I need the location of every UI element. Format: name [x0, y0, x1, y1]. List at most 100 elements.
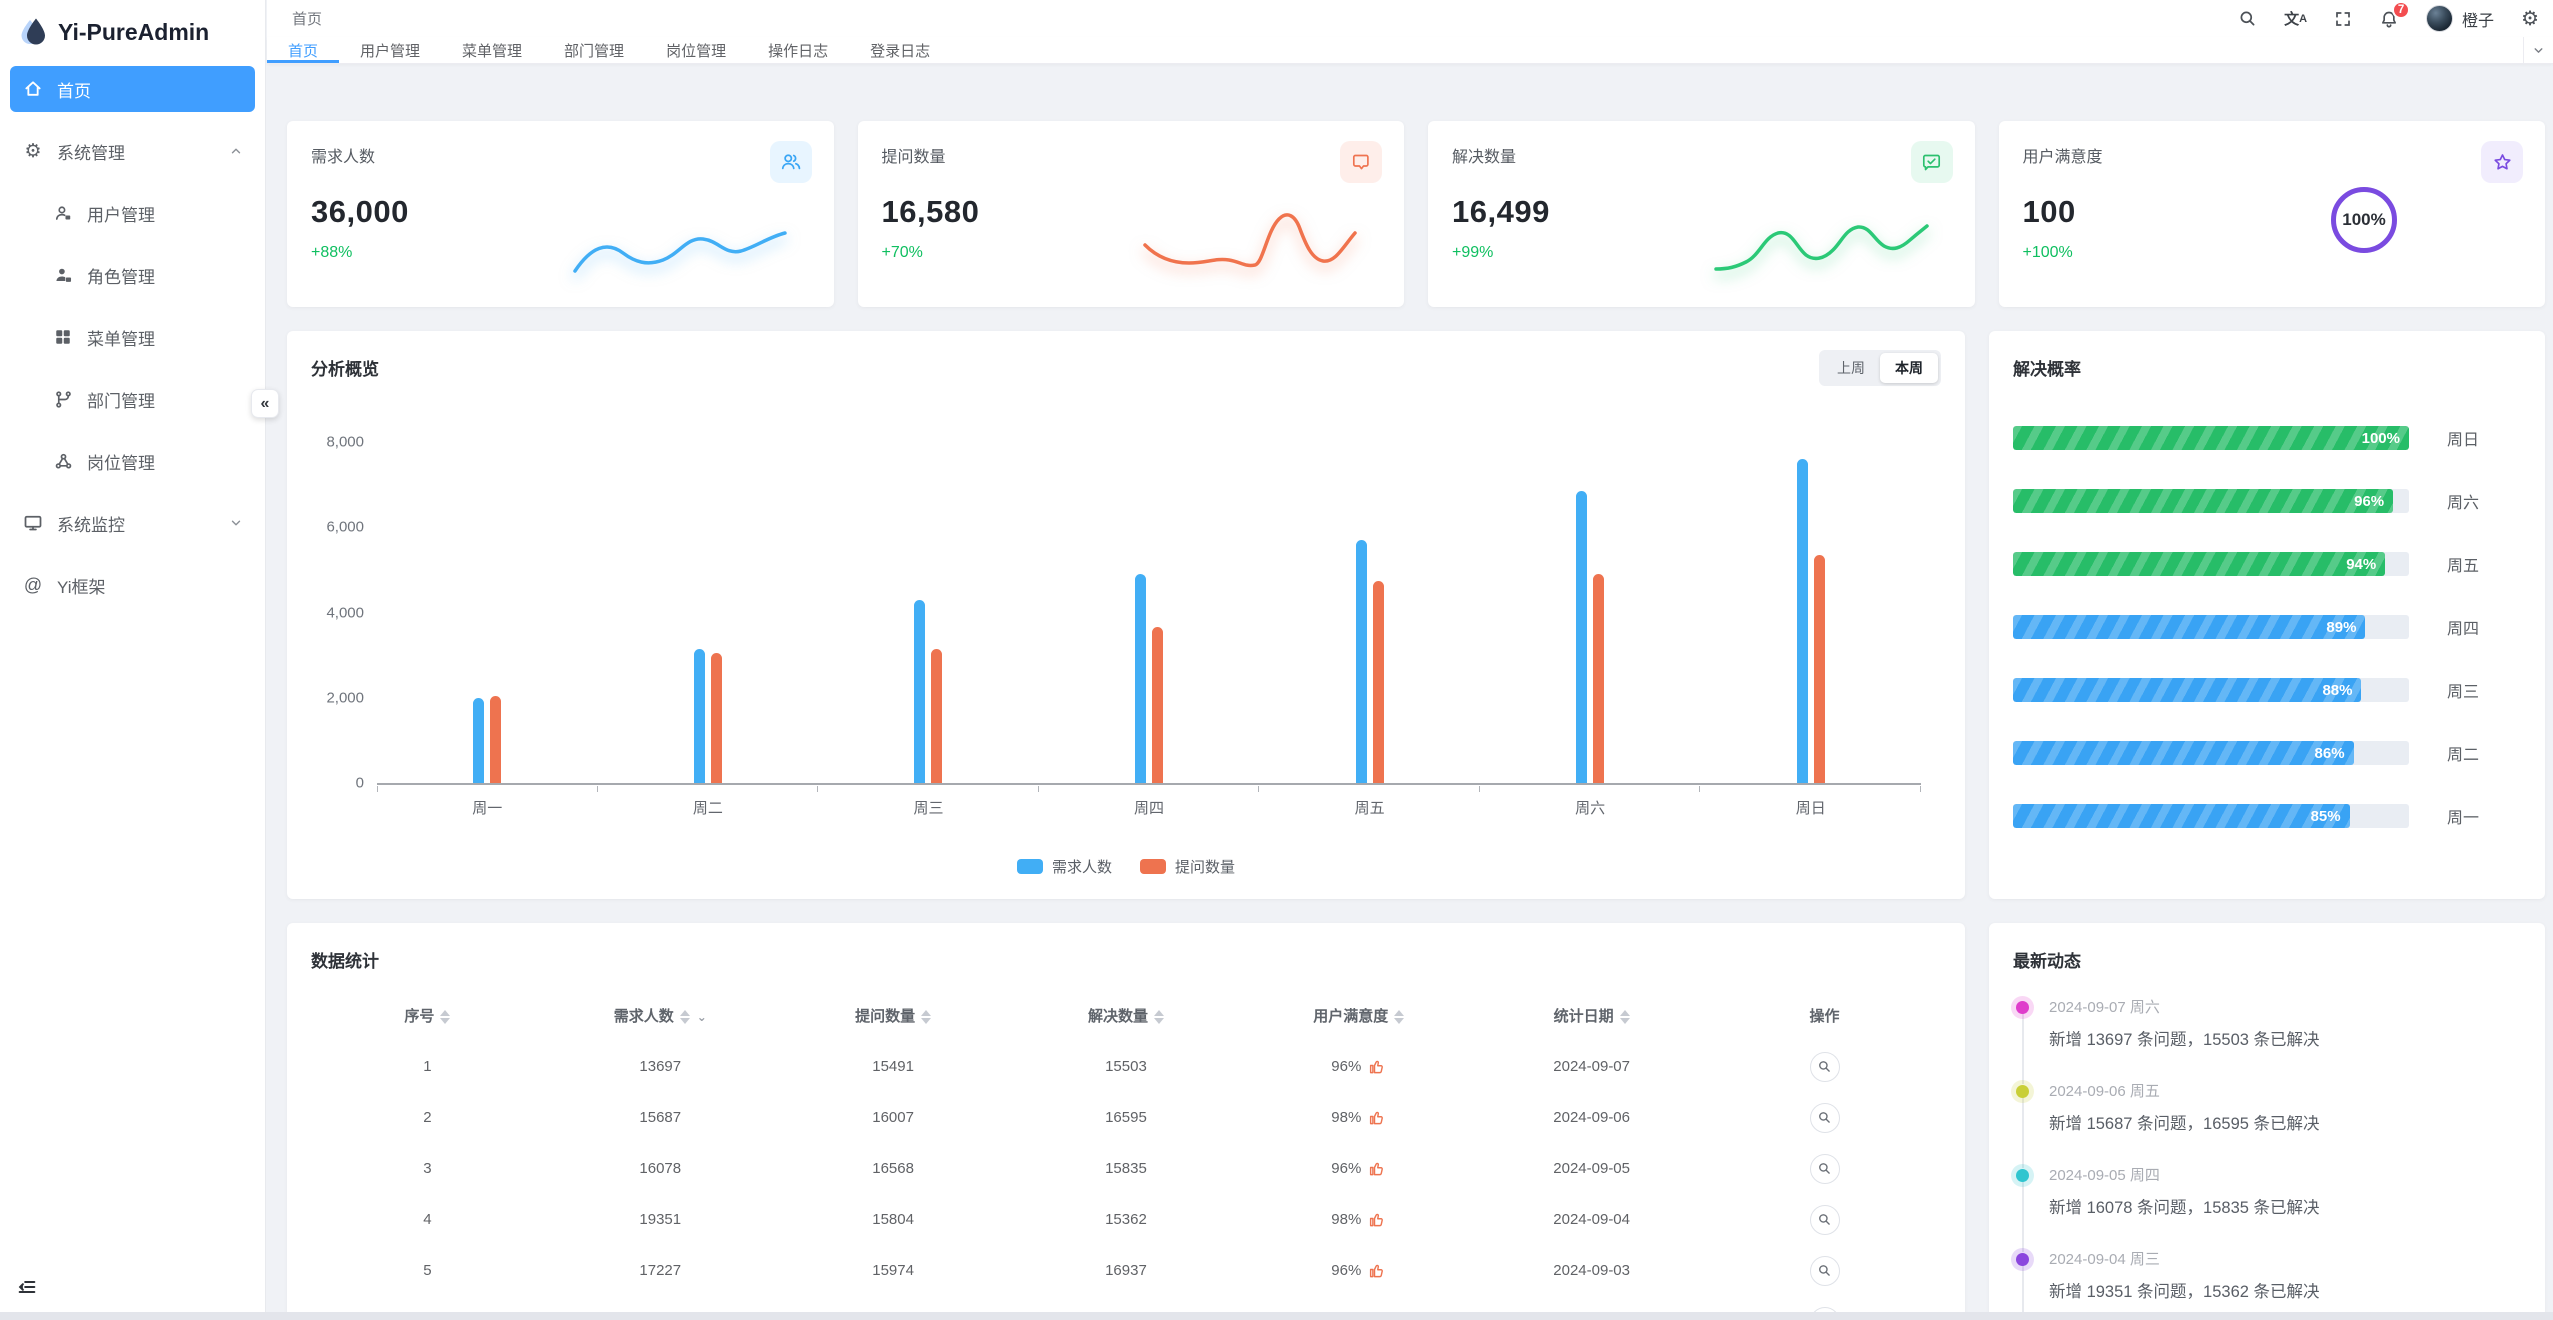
sidebar-item-menu-mgmt[interactable]: 菜单管理	[10, 314, 255, 360]
column-header[interactable]: 统计日期	[1475, 990, 1708, 1041]
view-row-button[interactable]	[1809, 1051, 1840, 1082]
stat-card-question: 提问数量 16,580 +70%	[857, 121, 1404, 307]
view-row-button[interactable]	[1809, 1204, 1840, 1235]
sort-caret-icons[interactable]	[1153, 1010, 1164, 1025]
satisfaction-percent: 96%	[1331, 1262, 1362, 1279]
tab-item[interactable]: 操作日志	[768, 42, 829, 60]
thumb-up-icon	[1368, 1262, 1386, 1280]
chart-legend: 需求人数 提问数量	[311, 856, 1941, 877]
sidebar-item-framework[interactable]: @ Yi框架	[10, 562, 255, 608]
satisfaction-value: 96%	[1331, 1262, 1386, 1280]
gear-icon: ⚙	[24, 140, 42, 162]
chart-bar-demand	[1576, 491, 1588, 783]
timeline-rail	[2022, 1174, 2024, 1252]
cell-question: 16007	[872, 1109, 914, 1126]
timeline-text: 新增 19351 条问题，15362 条已解决	[2049, 1283, 2320, 1301]
cell-question: 15974	[872, 1262, 914, 1279]
settings-gear-icon[interactable]: ⚙	[2521, 8, 2539, 30]
menu-fold-icon[interactable]	[16, 1276, 38, 1298]
data-statistics-card: 数据统计 序号 需求人数 ⌄ 提问数量 解决数量 用户满意度 统计日期 操作 1 13697 15…	[287, 923, 1965, 1320]
chart-bar-demand	[1355, 540, 1367, 783]
solve-bar-row: 85% 周一	[2013, 804, 2521, 828]
stat-card-value: 36,000	[311, 194, 409, 229]
grid-icon	[52, 328, 74, 346]
legend-swatch	[1016, 859, 1043, 874]
satisfaction-percent: 96%	[1331, 1160, 1362, 1177]
tabs-dropdown-button[interactable]	[2523, 37, 2553, 63]
stat-cards-row: 需求人数 36,000 +88% 提问数量 16,580 +70% 解决数量 1…	[287, 121, 2545, 307]
progress-day-label: 周五	[2447, 558, 2480, 575]
sidebar-item-system[interactable]: ⚙ 系统管理	[10, 128, 255, 174]
home-icon	[22, 79, 44, 99]
sidebar-item-post-mgmt[interactable]: 岗位管理	[10, 438, 255, 484]
cell-solve: 15835	[1105, 1160, 1147, 1177]
toggle-last-week[interactable]: 上周	[1837, 360, 1865, 376]
sidebar: Yi-PureAdmin 首页 ⚙ 系统管理 用户管理 角色管理	[0, 0, 279, 1312]
sidebar-item-label: 岗位管理	[87, 453, 155, 473]
sort-caret-icons[interactable]	[679, 1010, 690, 1025]
tab-item[interactable]: 部门管理	[564, 42, 625, 60]
sort-caret-icons[interactable]	[1394, 1010, 1405, 1025]
legend-item[interactable]: 需求人数	[1016, 856, 1112, 877]
progress-track: 88%	[2013, 678, 2409, 702]
x-axis-label: 周六	[1575, 800, 1606, 817]
translate-a-glyph: A	[2299, 12, 2308, 25]
timeline-rail	[2022, 1006, 2024, 1084]
sidebar-item-label: 系统管理	[57, 143, 125, 163]
sort-caret-icons[interactable]	[921, 1010, 932, 1025]
solve-bar-row: 89% 周四	[2013, 615, 2521, 639]
tab-item[interactable]: 登录日志	[870, 42, 931, 60]
user-menu[interactable]: 橙子	[2426, 5, 2494, 32]
column-header[interactable]: 序号	[311, 990, 544, 1041]
stat-card-value: 100	[2022, 194, 2076, 229]
sidebar-item-dept-mgmt[interactable]: 部门管理	[10, 376, 255, 422]
middle-row: 分析概览 上周 本周 8,000 6,000 4,000 2,000 0 周一 周二 周三周…	[287, 331, 2545, 899]
bar-group	[818, 442, 1039, 792]
branch-icon	[52, 390, 74, 409]
progress-track: 86%	[2013, 741, 2409, 765]
sidebar-item-role-mgmt[interactable]: 角色管理	[10, 252, 255, 298]
column-header[interactable]: 用户满意度	[1242, 990, 1475, 1041]
y-axis-label: 4,000	[326, 604, 364, 621]
chart-bar-demand	[693, 648, 705, 783]
sparkline-green	[1713, 224, 1929, 271]
filter-chevron-icon[interactable]: ⌄	[696, 1010, 707, 1024]
thumb-up-icon	[1368, 1109, 1386, 1127]
view-row-button[interactable]	[1809, 1255, 1840, 1286]
view-row-button[interactable]	[1809, 1102, 1840, 1133]
tab-item[interactable]: 岗位管理	[666, 42, 727, 60]
x-axis-label: 周五	[1354, 800, 1385, 817]
sidebar-item-user-mgmt[interactable]: 用户管理	[10, 190, 255, 236]
share-nodes-icon	[52, 452, 74, 471]
bar-group	[1039, 442, 1260, 792]
column-header[interactable]: 解决数量	[1010, 990, 1243, 1041]
sort-caret-icons[interactable]	[440, 1010, 451, 1025]
toggle-this-week[interactable]: 本周	[1880, 353, 1938, 383]
sidebar-item-label: 系统监控	[57, 515, 125, 535]
chart-bar-question	[1152, 627, 1164, 783]
stat-card-title: 需求人数	[311, 149, 376, 166]
tab-item[interactable]: 用户管理	[360, 42, 421, 60]
sidebar-collapse-button[interactable]: «	[251, 389, 279, 418]
column-header[interactable]: 提问数量	[777, 990, 1010, 1041]
sidebar-item-home[interactable]: 首页	[10, 66, 255, 112]
search-icon[interactable]	[2238, 9, 2257, 28]
sidebar-item-label: 部门管理	[87, 391, 155, 411]
legend-item[interactable]: 提问数量	[1140, 856, 1235, 877]
notification-bell-icon[interactable]: 7	[2379, 0, 2411, 29]
cell-date: 2024-09-05	[1553, 1160, 1630, 1177]
tab-item[interactable]: 菜单管理	[462, 42, 523, 60]
cell-question: 16568	[872, 1160, 914, 1177]
breadcrumb[interactable]: 首页	[292, 11, 323, 28]
fullscreen-icon[interactable]	[2334, 10, 2352, 28]
sidebar-item-monitor[interactable]: 系统监控	[10, 500, 255, 546]
column-header[interactable]: 需求人数 ⌄	[613, 1008, 707, 1025]
table-row: 1 13697 15491 15503 96% 2024-09-07	[311, 1041, 1941, 1092]
tab-item[interactable]: 首页	[267, 37, 340, 63]
sort-caret-icons[interactable]	[1619, 1010, 1630, 1025]
app-logo[interactable]: Yi-PureAdmin	[0, 0, 265, 64]
view-row-button[interactable]	[1809, 1153, 1840, 1184]
x-axis-label: 周一	[472, 800, 503, 817]
